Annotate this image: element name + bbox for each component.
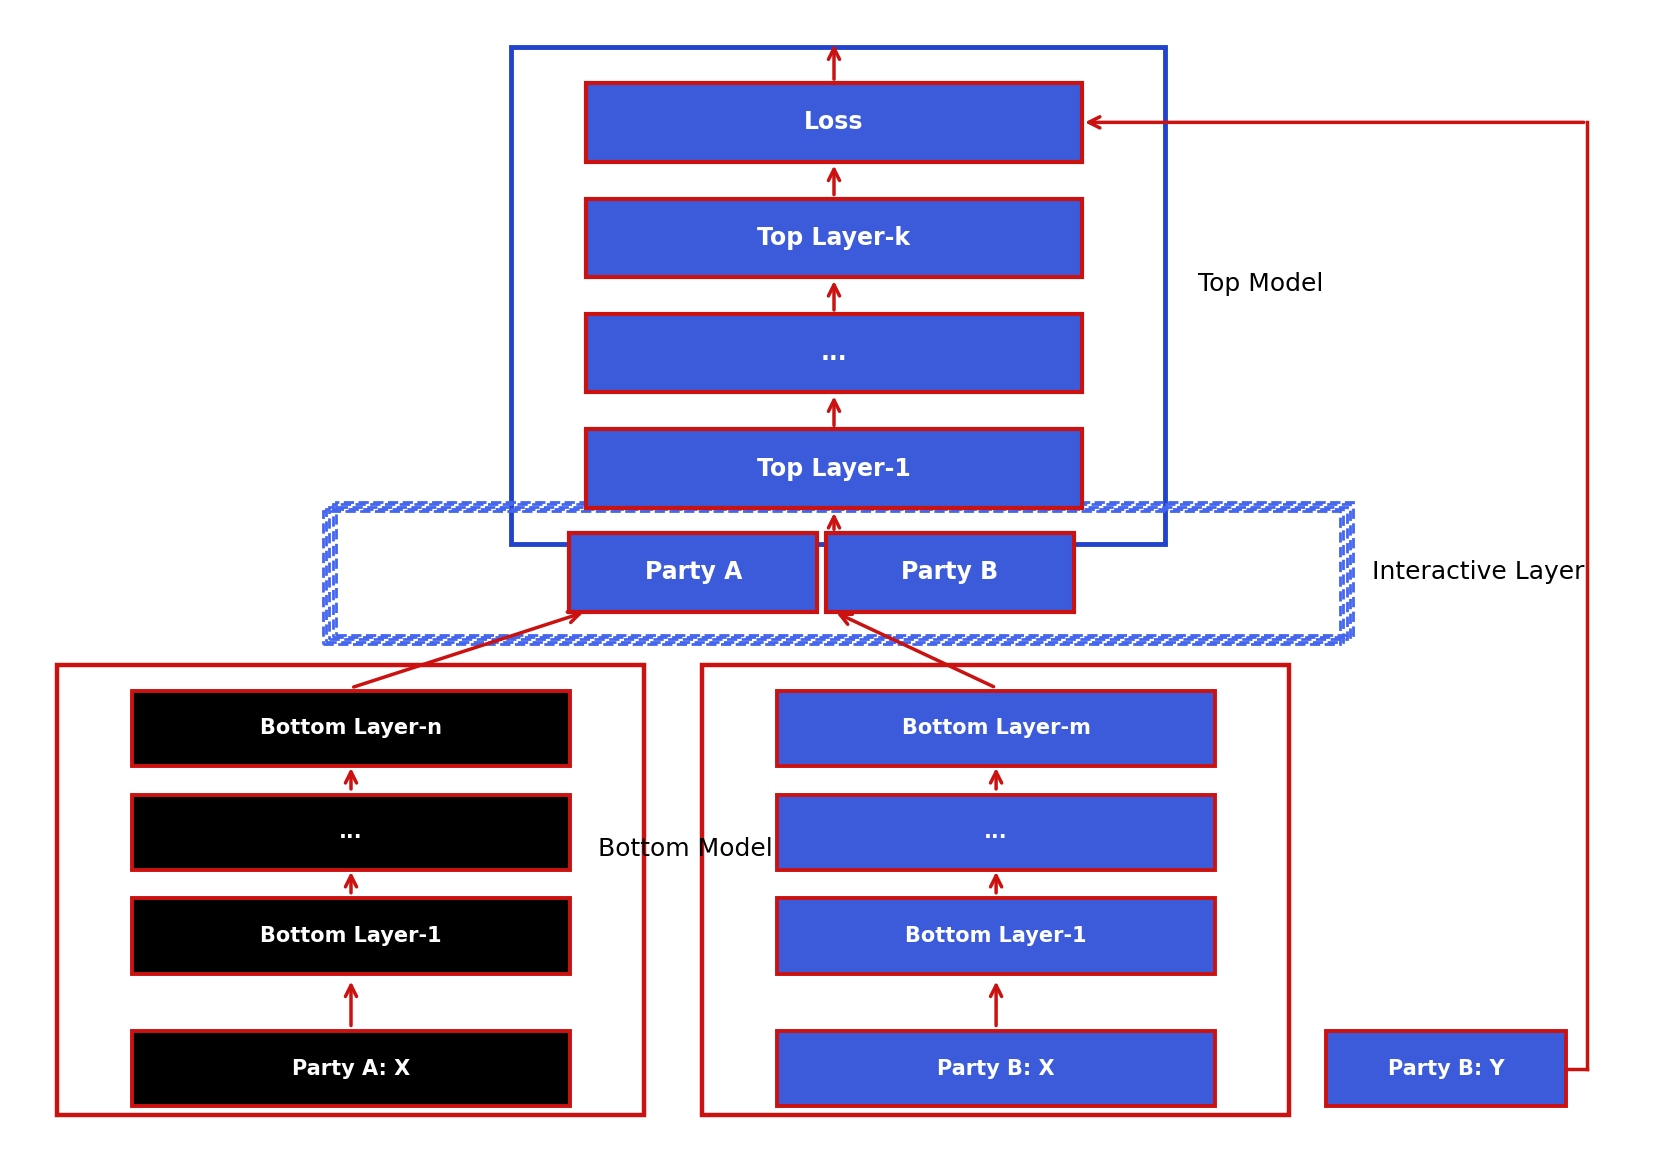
Text: Top Model: Top Model <box>1198 272 1323 296</box>
Text: Bottom Layer-m: Bottom Layer-m <box>902 718 1091 738</box>
Text: Top Layer-k: Top Layer-k <box>757 225 911 250</box>
FancyBboxPatch shape <box>777 794 1216 870</box>
Text: ...: ... <box>339 822 364 842</box>
FancyBboxPatch shape <box>132 794 570 870</box>
Text: Party B: Party B <box>901 561 999 584</box>
FancyBboxPatch shape <box>777 1031 1216 1106</box>
FancyBboxPatch shape <box>777 690 1216 766</box>
Text: Top Layer-1: Top Layer-1 <box>757 457 911 480</box>
Text: Bottom Model: Bottom Model <box>597 837 772 862</box>
Text: Party A: X: Party A: X <box>292 1058 410 1079</box>
Text: Interactive Layer: Interactive Layer <box>1371 561 1585 584</box>
Text: Bottom Layer-1: Bottom Layer-1 <box>906 926 1088 946</box>
Text: Party B: X: Party B: X <box>937 1058 1054 1079</box>
Text: Loss: Loss <box>804 110 864 134</box>
FancyBboxPatch shape <box>132 1031 570 1106</box>
FancyBboxPatch shape <box>132 898 570 973</box>
FancyBboxPatch shape <box>585 199 1083 277</box>
FancyBboxPatch shape <box>132 690 570 766</box>
FancyBboxPatch shape <box>585 314 1083 392</box>
Text: Bottom Layer-n: Bottom Layer-n <box>260 718 442 738</box>
Text: Party A: Party A <box>646 561 742 584</box>
FancyBboxPatch shape <box>777 898 1216 973</box>
Text: Party B: Y: Party B: Y <box>1388 1058 1505 1079</box>
Text: Bottom Layer-1: Bottom Layer-1 <box>260 926 442 946</box>
Text: ...: ... <box>984 822 1007 842</box>
FancyBboxPatch shape <box>569 534 817 612</box>
FancyBboxPatch shape <box>826 534 1074 612</box>
FancyBboxPatch shape <box>585 83 1083 161</box>
FancyBboxPatch shape <box>1326 1031 1566 1106</box>
FancyBboxPatch shape <box>585 430 1083 508</box>
Text: ...: ... <box>821 341 847 366</box>
